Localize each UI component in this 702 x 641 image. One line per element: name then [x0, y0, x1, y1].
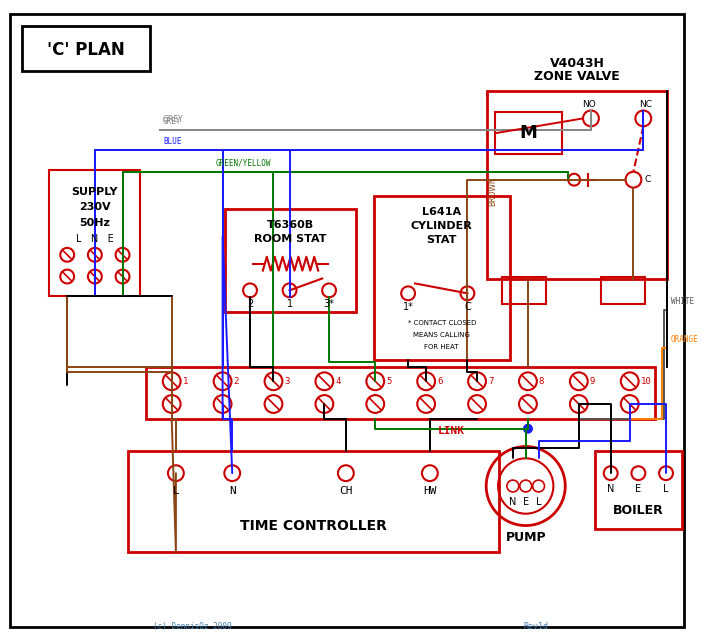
- Text: L641A: L641A: [422, 207, 461, 217]
- Text: TIME CONTROLLER: TIME CONTROLLER: [240, 519, 388, 533]
- Text: 4: 4: [336, 377, 340, 386]
- Text: 'C' PLAN: 'C' PLAN: [47, 41, 125, 59]
- Text: L: L: [663, 484, 669, 494]
- Text: LINK: LINK: [438, 426, 465, 436]
- Circle shape: [524, 425, 532, 433]
- Text: CH: CH: [339, 486, 352, 496]
- Text: 7: 7: [488, 377, 494, 386]
- Text: L: L: [536, 497, 541, 507]
- Text: 8: 8: [539, 377, 544, 386]
- Text: C: C: [464, 302, 471, 312]
- Text: ROOM STAT: ROOM STAT: [254, 234, 326, 244]
- Text: STAT: STAT: [427, 235, 457, 245]
- Text: E: E: [523, 497, 529, 507]
- Text: * CONTACT CLOSED: * CONTACT CLOSED: [408, 320, 476, 326]
- Text: 230V: 230V: [79, 203, 111, 212]
- Bar: [373, 197, 510, 360]
- Text: GREY: GREY: [163, 117, 182, 126]
- Text: PUMP: PUMP: [505, 531, 546, 544]
- Text: BLUE: BLUE: [163, 137, 182, 146]
- Text: SUPPLY: SUPPLY: [72, 187, 118, 197]
- Text: (c) DennisOz 2009: (c) DennisOz 2009: [153, 622, 232, 631]
- Bar: [487, 91, 667, 278]
- Text: 50Hz: 50Hz: [79, 218, 110, 228]
- Text: N: N: [229, 486, 236, 496]
- Text: HW: HW: [423, 486, 437, 496]
- Text: 6: 6: [437, 377, 442, 386]
- Text: N: N: [607, 484, 614, 494]
- Text: Rev1d: Rev1d: [524, 622, 549, 631]
- Text: E: E: [635, 484, 642, 494]
- Bar: [146, 367, 655, 419]
- Text: ZONE VALVE: ZONE VALVE: [534, 71, 620, 83]
- Bar: [225, 210, 356, 312]
- Text: 1*: 1*: [403, 302, 413, 312]
- Bar: [49, 170, 140, 296]
- Text: M: M: [519, 124, 538, 142]
- Text: V4043H: V4043H: [550, 56, 604, 70]
- Text: 2: 2: [247, 299, 253, 309]
- Bar: [595, 451, 682, 529]
- Text: 5: 5: [386, 377, 392, 386]
- Text: T6360B: T6360B: [267, 220, 314, 230]
- Bar: [495, 112, 562, 154]
- Text: NC: NC: [639, 100, 651, 109]
- Text: 1: 1: [286, 299, 293, 309]
- Bar: [502, 276, 546, 304]
- Text: ORANGE: ORANGE: [671, 335, 698, 344]
- Text: 9: 9: [590, 377, 595, 386]
- Bar: [22, 26, 150, 71]
- Text: 2: 2: [234, 377, 239, 386]
- Text: C: C: [644, 175, 650, 184]
- Text: L: L: [173, 486, 179, 496]
- Text: GREY: GREY: [163, 115, 184, 124]
- Text: 10: 10: [641, 377, 651, 386]
- Bar: [128, 451, 499, 553]
- Text: FOR HEAT: FOR HEAT: [425, 344, 459, 350]
- Text: 3*: 3*: [324, 299, 335, 309]
- Text: NO: NO: [582, 100, 596, 109]
- Text: BOILER: BOILER: [613, 504, 664, 517]
- Text: 1: 1: [183, 377, 188, 386]
- Text: MEANS CALLING: MEANS CALLING: [413, 332, 470, 338]
- Text: 3: 3: [284, 377, 290, 386]
- Text: WHITE: WHITE: [671, 297, 694, 306]
- Text: BROWN: BROWN: [488, 177, 497, 206]
- Text: GREEN/YELLOW: GREEN/YELLOW: [216, 159, 271, 168]
- Bar: [601, 276, 645, 304]
- Text: L   N   E: L N E: [76, 234, 114, 244]
- Text: N: N: [509, 497, 517, 507]
- Text: CYLINDER: CYLINDER: [411, 221, 472, 231]
